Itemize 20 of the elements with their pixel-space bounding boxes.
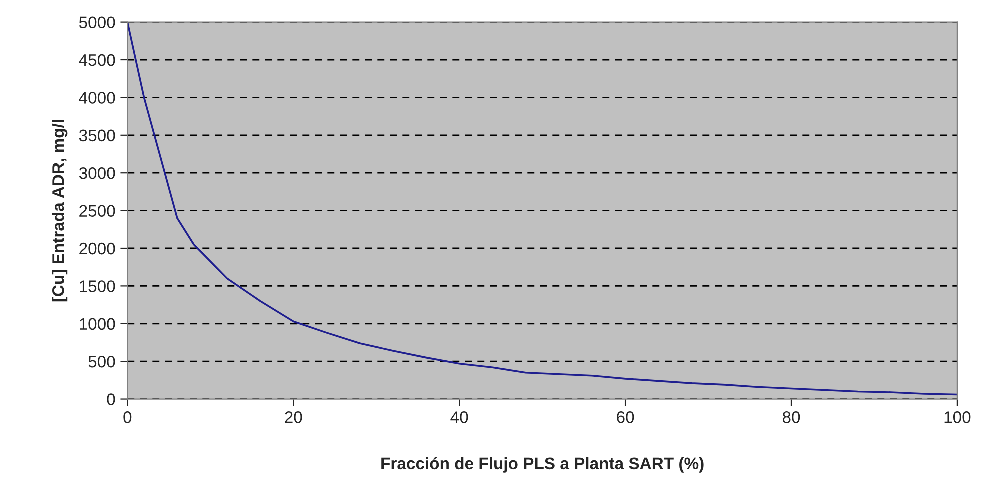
y-tick-label: 1500 — [80, 280, 116, 292]
x-tick-label: 60 — [617, 412, 634, 424]
y-tick-label: 2500 — [80, 205, 116, 218]
y-axis-title: [Cu] Entrada ADR, mg/l — [52, 120, 68, 302]
y-tick-label: 5000 — [79, 16, 116, 29]
x-tick-label: 0 — [124, 412, 132, 424]
y-tick-label: 4000 — [79, 92, 116, 104]
y-tick-label: 4500 — [79, 54, 116, 66]
x-tick-label: 100 — [944, 412, 971, 424]
y-tick-label: 3000 — [79, 168, 116, 180]
y-tick-label: 500 — [88, 356, 116, 368]
x-axis-title: Fracción de Flujo PLS a Planta SART (%) — [382, 457, 704, 473]
line-series — [128, 22, 958, 396]
y-tick-label: 2000 — [80, 242, 116, 255]
y-tick-label: 1000 — [80, 318, 116, 330]
x-tick-label: 80 — [782, 412, 800, 424]
x-tick-label: 20 — [285, 412, 302, 424]
y-tick-label: 0 — [107, 394, 116, 406]
y-tick-label: 3500 — [79, 130, 116, 142]
x-tick-label: 40 — [450, 412, 468, 424]
